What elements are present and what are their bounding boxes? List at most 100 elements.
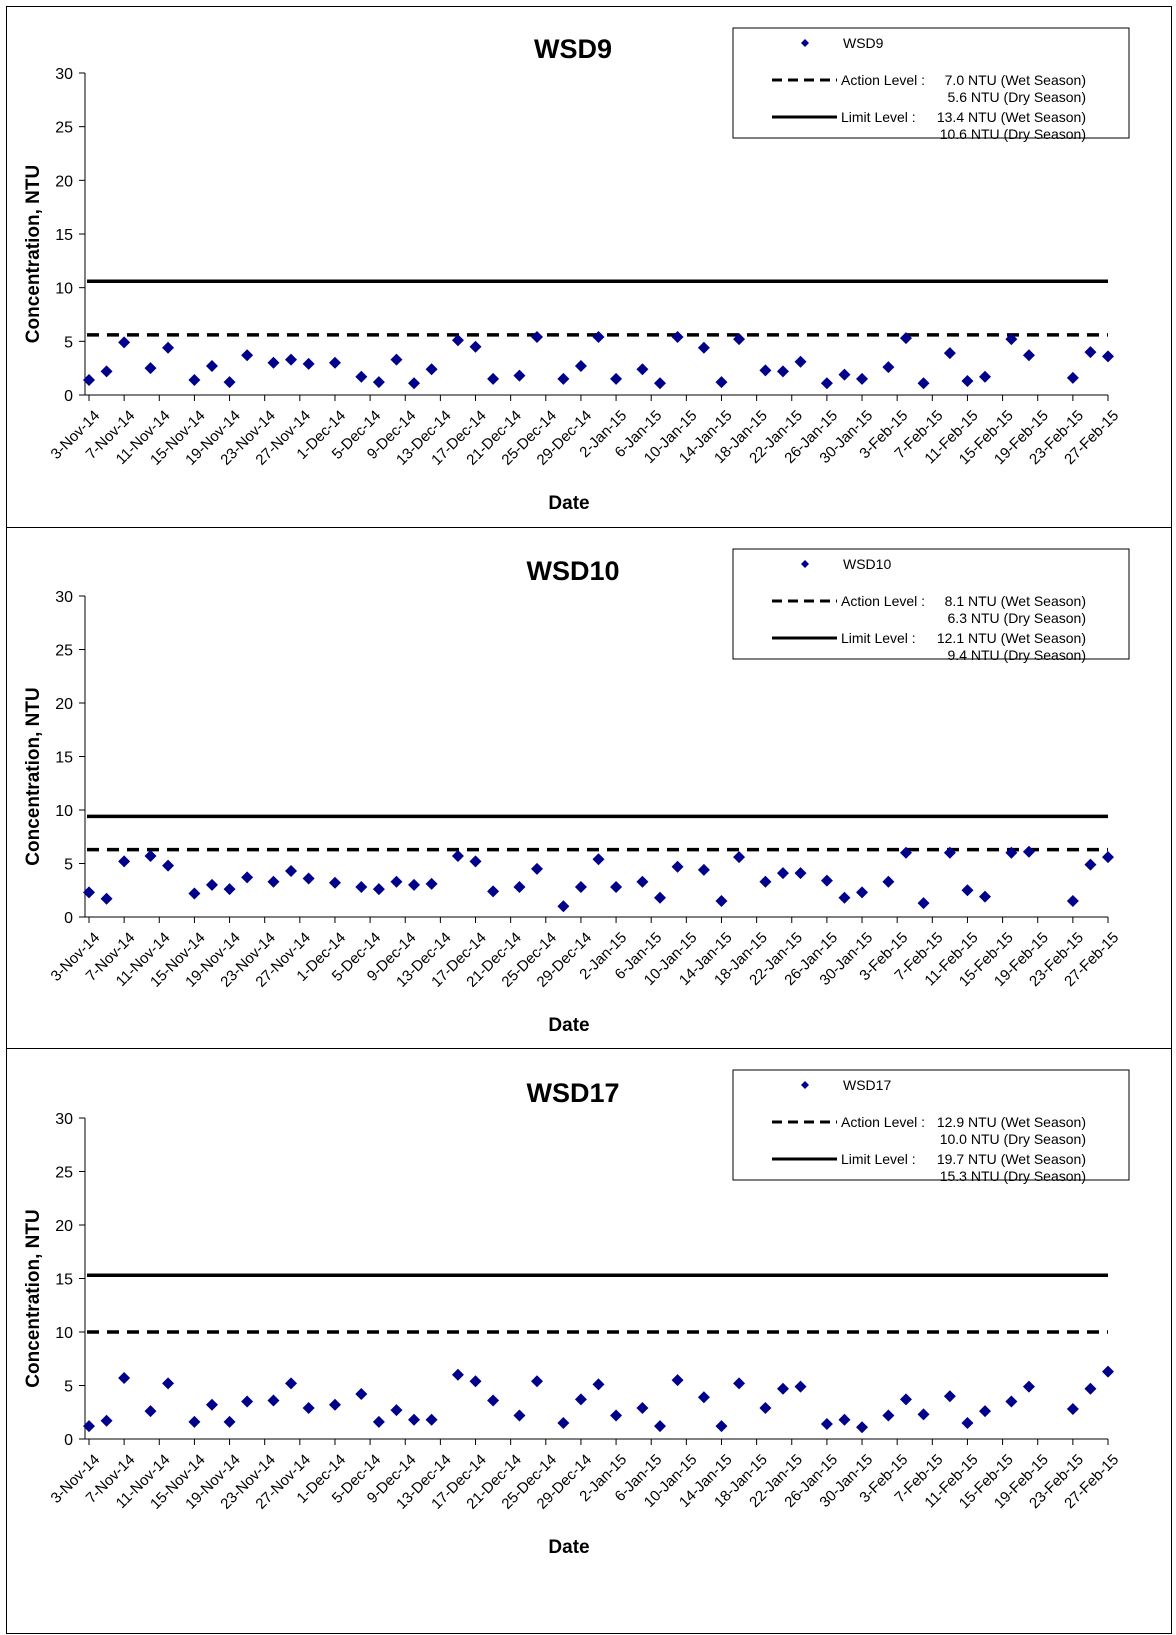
data-point [1102,350,1114,363]
legend-wet-season: 13.4 NTU (Wet Season) [937,109,1086,125]
data-point [979,1405,992,1418]
data-point [425,1413,438,1426]
data-point [162,341,175,354]
data-point [917,1408,930,1421]
y-tick-label: 0 [64,1432,73,1449]
legend-dry-season: 6.3 NTU (Dry Season) [948,610,1086,626]
data-point [487,372,500,385]
data-point [899,1393,912,1406]
data-point [557,900,570,913]
data-point [513,369,526,382]
data-point [267,875,280,888]
data-point [715,894,728,907]
data-point [856,886,869,899]
data-point [487,1394,500,1407]
data-point [100,365,113,378]
data-point [390,353,403,366]
data-point [118,336,131,349]
data-point [302,872,315,885]
data-point [355,881,368,894]
data-point [118,1372,131,1385]
data-point [372,1415,385,1428]
data-point [1066,894,1079,907]
data-point [636,363,649,376]
data-point [882,1409,895,1422]
chart-title: WSD17 [526,1078,619,1108]
y-tick-label: 0 [64,910,73,927]
legend-series-name: WSD10 [843,556,891,572]
data-point [715,1420,728,1433]
data-point [961,884,974,897]
data-point [188,1415,201,1428]
data-point [592,853,605,866]
data-point [794,355,807,368]
data-point [776,867,789,880]
data-point [882,875,895,888]
data-point [425,877,438,890]
data-point [1005,333,1018,346]
data-point [83,373,95,386]
data-point [241,1395,254,1408]
data-point [451,1368,464,1381]
legend-marker [801,1081,809,1089]
data-point [302,357,315,370]
data-point [328,876,341,889]
data-point [1022,845,1035,858]
data-point [469,855,482,868]
data-point [882,361,895,374]
data-point [759,875,772,888]
legend-dry-season: 9.4 NTU (Dry Season) [948,647,1086,663]
data-point [451,850,464,863]
y-axis-label: Concentration, NTU [23,687,44,865]
data-point [943,846,956,859]
data-point [856,1421,869,1434]
data-point [372,883,385,896]
chart-panel-wsd10: WSD10 0 5 10 15 20 25 30 Concentration, NTU 3-Nov… [6,527,1172,1049]
data-point [697,341,710,354]
data-point [144,850,157,863]
data-point [162,859,175,872]
data-point [408,1413,421,1426]
data-point [425,363,438,376]
chart-panel-wsd17: WSD17 0 5 10 15 20 25 30 Concentration, NTU 3-Nov… [6,1048,1172,1634]
legend-line-label: Action Level : [841,1114,925,1130]
data-point [574,360,587,373]
data-point [1084,346,1097,359]
y-tick-label: 20 [55,173,73,190]
data-point [899,846,912,859]
legend-marker [801,39,809,47]
legend-series-name: WSD9 [843,35,884,51]
x-axis-label: Date [548,493,589,514]
data-point [592,1378,605,1391]
legend-dry-season: 5.6 NTU (Dry Season) [948,89,1086,105]
data-point [328,356,341,369]
data-point [574,1393,587,1406]
y-axis-label: Concentration, NTU [23,165,44,343]
y-tick-label: 15 [55,227,73,244]
data-point [188,373,201,386]
data-point [671,1374,684,1387]
data-point [1084,1382,1097,1395]
y-tick-label: 5 [64,1379,73,1396]
legend-box [732,1069,1130,1181]
data-point [162,1377,175,1390]
data-point [557,372,570,385]
data-point [408,878,421,891]
data-point [205,1398,218,1411]
legend-line-label: Limit Level : [841,109,916,125]
legend-dry-season: 15.3 NTU (Dry Season) [940,1168,1086,1184]
data-point [205,360,218,373]
data-point [574,881,587,894]
data-point [943,1390,956,1403]
data-point [733,333,746,346]
data-point [408,377,421,390]
data-point [610,372,623,385]
data-point [1022,1380,1035,1393]
legend-wet-season: 12.1 NTU (Wet Season) [937,630,1086,646]
data-point [697,863,710,876]
data-point [1102,1365,1114,1378]
legend-wet-season: 12.9 NTU (Wet Season) [937,1114,1086,1130]
